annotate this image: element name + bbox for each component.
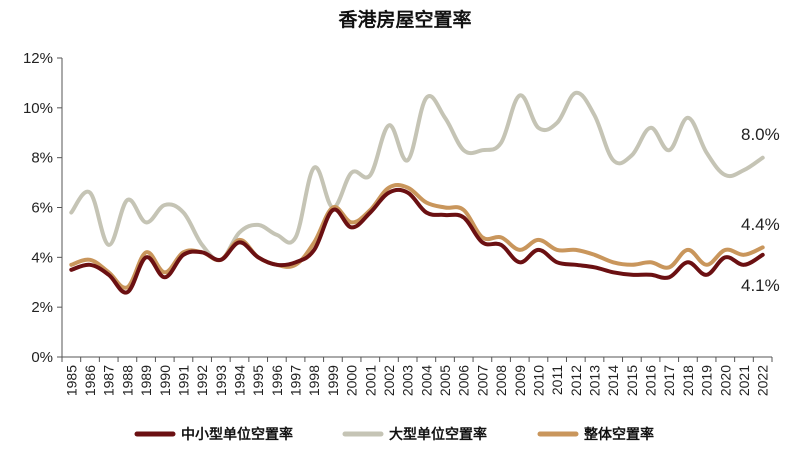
series-lines [69, 90, 765, 295]
x-tick-label: 2021 [736, 365, 752, 396]
series-line-small-medium-vacancy [69, 187, 765, 295]
x-tick-label: 2007 [474, 365, 490, 396]
y-tick-label: 0% [31, 349, 53, 366]
x-tick-label: 1993 [213, 365, 229, 396]
x-tick-label: 2003 [400, 365, 416, 396]
x-tick-label: 2001 [362, 365, 378, 396]
x-tick-label: 2022 [755, 365, 771, 396]
x-tick-label: 2010 [530, 365, 546, 396]
x-tick-label: 1990 [157, 365, 173, 396]
x-tick-label: 2005 [437, 365, 453, 396]
x-tick-label: 1998 [306, 365, 322, 396]
x-axis: 1985 1986 1987 1988 1989 1990 1991 1992 1993 1994… [61, 356, 773, 396]
legend: 中小型单位空置率 大型单位空置率 整体空置率 [134, 426, 654, 443]
x-tick-label: 1997 [288, 365, 304, 396]
y-tick-label: 12% [23, 50, 53, 67]
y-tick-label: 6% [31, 200, 53, 217]
y-tick-label: 4% [31, 249, 53, 266]
end-label-small-medium-vacancy: 4.1% [741, 276, 780, 295]
x-tick-label: 2004 [418, 365, 434, 396]
y-axis: 0% 2% 4% 6% 8% 10% 12% [23, 50, 63, 366]
legend-label-large-vacancy: 大型单位空置率 [389, 426, 487, 443]
x-tick-label: 1992 [194, 365, 210, 396]
x-tick-label: 2000 [344, 365, 360, 396]
x-tick-label: 1987 [101, 365, 117, 396]
end-labels: 8.0% 4.4% 4.1% [741, 125, 780, 295]
end-label-overall-vacancy: 4.4% [741, 215, 780, 234]
x-tick-label: 2016 [643, 365, 659, 396]
x-tick-label: 1994 [232, 365, 248, 396]
legend-label-overall-vacancy: 整体空置率 [583, 426, 654, 443]
x-tick-label: 1986 [82, 365, 98, 396]
x-tick-label: 2012 [568, 365, 584, 396]
x-tick-label: 1989 [138, 365, 154, 396]
x-tick-label: 1991 [175, 365, 191, 396]
y-tick-label: 2% [31, 299, 53, 316]
x-tick-label: 2015 [624, 365, 640, 396]
y-tick-label: 10% [23, 100, 53, 117]
x-tick-label: 1995 [250, 365, 266, 396]
chart-title: 香港房屋空置率 [337, 8, 471, 31]
x-tick-label: 2014 [605, 365, 621, 396]
x-tick-label: 2008 [493, 365, 509, 396]
x-tick-label: 1996 [269, 365, 285, 396]
series-line-large-vacancy [69, 90, 765, 263]
x-tick-label: 2013 [587, 365, 603, 396]
y-tick-label: 8% [31, 150, 53, 167]
x-tick-label: 2006 [456, 365, 472, 396]
x-tick-label: 2011 [549, 365, 565, 395]
end-label-large-vacancy: 8.0% [741, 125, 780, 144]
x-tick-label: 2019 [699, 365, 715, 396]
x-tick-label: 1985 [63, 365, 79, 396]
x-tick-label: 2002 [381, 365, 397, 396]
x-tick-label: 2020 [717, 365, 733, 396]
x-tick-label: 2017 [661, 365, 677, 396]
x-tick-label: 1999 [325, 365, 341, 396]
x-tick-label: 2018 [680, 365, 696, 396]
x-tick-label: 1988 [119, 365, 135, 396]
legend-label-small-medium-vacancy: 中小型单位空置率 [181, 426, 293, 443]
x-tick-label: 2009 [512, 365, 528, 396]
